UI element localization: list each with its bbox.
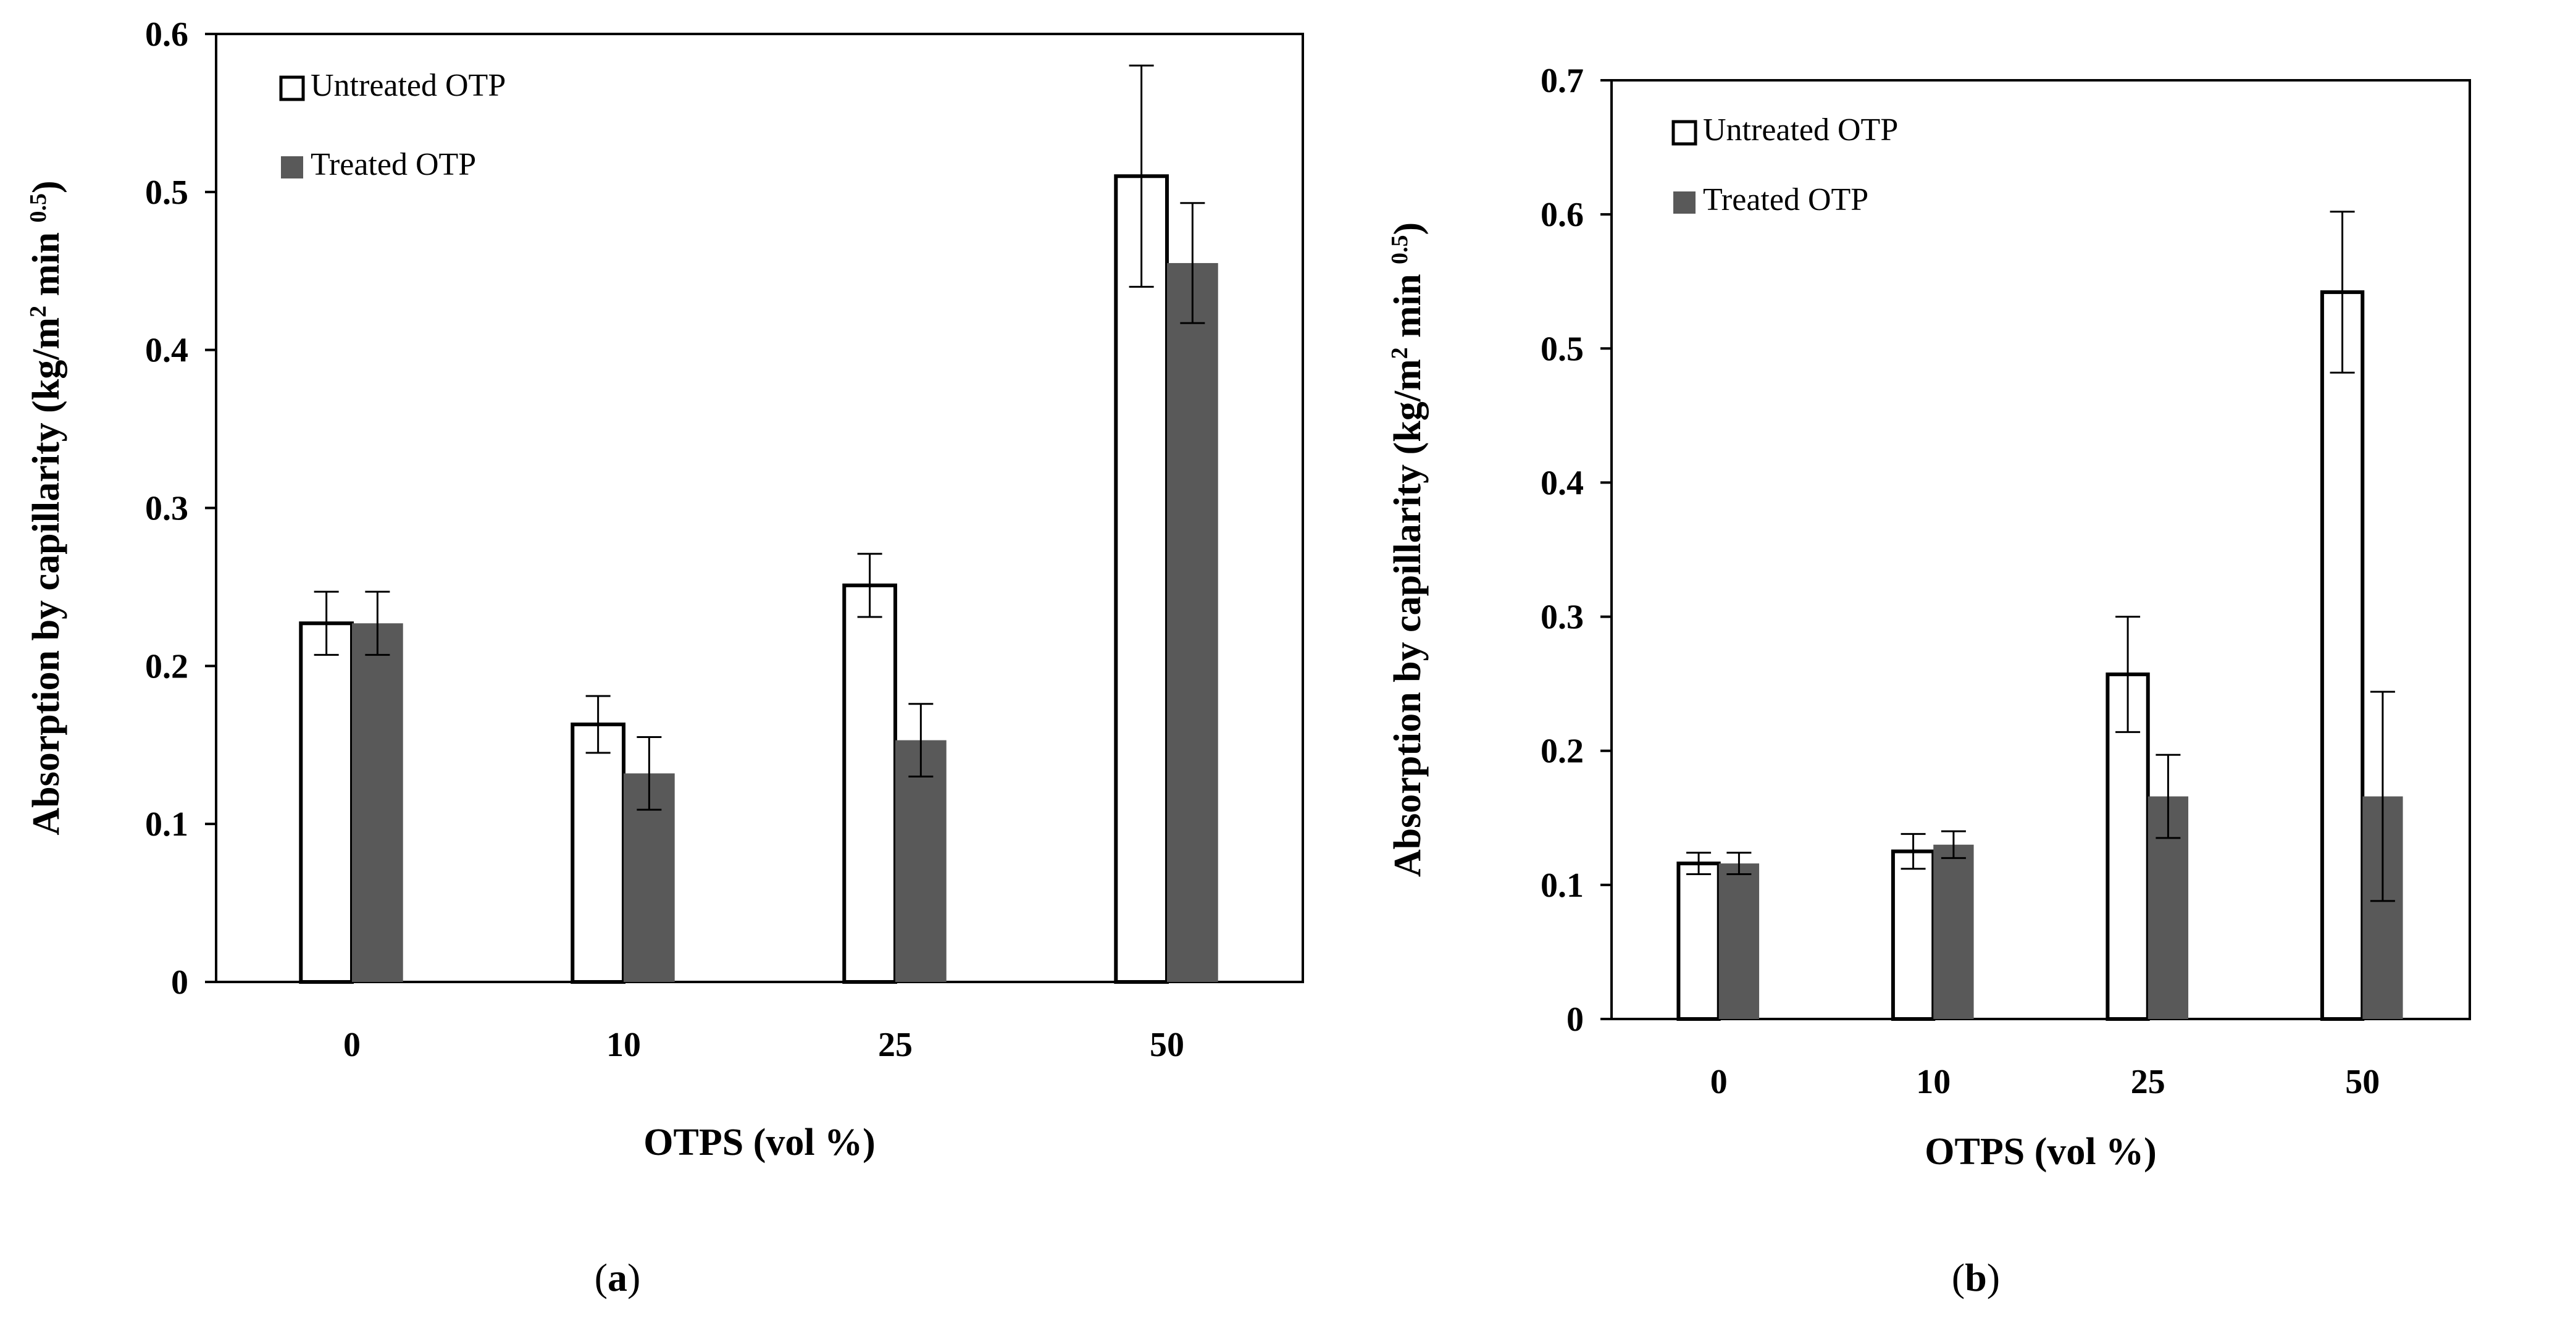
y-tick-label: 0.1 bbox=[1541, 866, 1584, 905]
y-tick-label: 0.3 bbox=[1541, 598, 1584, 637]
y-tick-label: 0 bbox=[1566, 1000, 1584, 1039]
caption-close: ) bbox=[1987, 1256, 2000, 1299]
x-tick-label: 0 bbox=[343, 1026, 361, 1064]
y-tick-label: 0.4 bbox=[1541, 464, 1584, 502]
legend-swatch-treated bbox=[1673, 191, 1696, 214]
bar-untreated bbox=[1676, 862, 1721, 1021]
x-tick-label: 50 bbox=[2345, 1063, 2380, 1101]
x-axis-label: OTPS (vol %) bbox=[643, 1122, 875, 1164]
bar-untreated bbox=[842, 583, 898, 984]
y-axis-label-part: ) bbox=[1387, 222, 1429, 235]
legend-label-treated: Treated OTP bbox=[311, 147, 476, 182]
y-axis-label-superscript: 2 bbox=[25, 306, 51, 317]
y-axis-label-superscript: 0.5 bbox=[1387, 235, 1413, 265]
x-axis-label: OTPS (vol %) bbox=[1925, 1131, 2156, 1173]
y-tick-label: 0.6 bbox=[1541, 196, 1584, 234]
y-tick-label: 0.5 bbox=[145, 174, 188, 212]
y-tick-label: 0.3 bbox=[145, 490, 188, 528]
x-tick-label: 10 bbox=[606, 1026, 641, 1064]
bar-treated bbox=[895, 740, 947, 982]
legend-label-untreated: Untreated OTP bbox=[311, 68, 506, 103]
legend-label-untreated: Untreated OTP bbox=[1703, 112, 1898, 148]
bar-untreated bbox=[1114, 174, 1169, 984]
bar-treated bbox=[1167, 262, 1218, 982]
y-tick-label: 0.2 bbox=[145, 647, 188, 686]
chart-caption: (a) bbox=[595, 1256, 641, 1299]
y-axis-label: Absorption by capillarity (kg/m2 min 0.5… bbox=[1387, 222, 1429, 877]
y-tick-label: 0.5 bbox=[1541, 330, 1584, 368]
x-tick-label: 10 bbox=[1916, 1063, 1951, 1101]
bar-untreated bbox=[571, 722, 626, 984]
caption-letter: a bbox=[608, 1256, 627, 1299]
chart-a: 0 0.1 0.2 0.3 0.4 0.5 0.6 0 10 25 50 OTPS (vol %) Ab… bbox=[25, 15, 1304, 1299]
caption-open: ( bbox=[1952, 1256, 1965, 1299]
y-axis-label-part: min bbox=[1387, 264, 1429, 347]
bar-untreated bbox=[299, 621, 354, 984]
legend-swatch-untreated bbox=[1671, 120, 1697, 146]
bar-treated bbox=[352, 623, 403, 982]
y-tick-label: 0.2 bbox=[1541, 732, 1584, 771]
y-tick-label: 0 bbox=[171, 963, 188, 1002]
chart-caption: (b) bbox=[1952, 1256, 2000, 1299]
legend-swatch-untreated bbox=[279, 75, 305, 101]
caption-letter: b bbox=[1965, 1256, 1987, 1299]
x-tick-label: 50 bbox=[1150, 1026, 1184, 1064]
legend: Untreated OTP Treated OTP bbox=[279, 68, 506, 182]
y-axis-label-part: ) bbox=[25, 180, 67, 193]
x-tick-label: 25 bbox=[878, 1026, 913, 1064]
x-tick-label: 25 bbox=[2131, 1063, 2165, 1101]
y-axis-label-part: Absorption by capillarity (kg/m bbox=[25, 317, 67, 836]
legend-label-treated: Treated OTP bbox=[1703, 182, 1868, 217]
bar-untreated bbox=[1891, 849, 1936, 1021]
y-axis-label-superscript: 2 bbox=[1387, 347, 1413, 359]
y-axis-label-part: min bbox=[25, 223, 67, 306]
y-tick-label: 0.7 bbox=[1541, 62, 1584, 100]
y-tick-label: 0.6 bbox=[145, 15, 188, 54]
caption-open: ( bbox=[595, 1256, 608, 1299]
bar-treated bbox=[1933, 844, 1974, 1019]
plot-frame bbox=[1610, 79, 2471, 1020]
chart-b: 0 0.1 0.2 0.3 0.4 0.5 0.6 0.7 0 10 25 50 OTPS (vol %… bbox=[1387, 62, 2471, 1299]
y-tick-label: 0.1 bbox=[145, 805, 188, 844]
caption-close: ) bbox=[627, 1256, 640, 1299]
y-axis-label-part: Absorption by capillarity (kg/m bbox=[1387, 359, 1429, 877]
legend: Untreated OTP Treated OTP bbox=[1671, 112, 1898, 217]
y-axis-label-superscript: 0.5 bbox=[25, 193, 51, 223]
x-tick-label: 0 bbox=[1710, 1063, 1728, 1101]
bar-untreated bbox=[2320, 290, 2365, 1021]
legend-swatch-treated bbox=[281, 156, 303, 178]
bar-treated bbox=[1718, 863, 1760, 1019]
y-tick-label: 0.4 bbox=[145, 332, 188, 370]
y-axis-label: Absorption by capillarity (kg/m2 min 0.5… bbox=[25, 180, 67, 835]
